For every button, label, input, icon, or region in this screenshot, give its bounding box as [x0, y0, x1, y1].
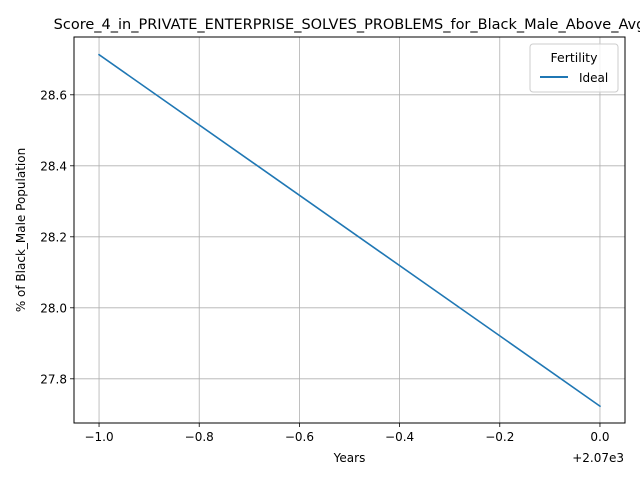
- x-tick-label: −1.0: [84, 430, 113, 444]
- series-line-ideal: [97, 53, 602, 408]
- legend-label-ideal: Ideal: [579, 71, 608, 85]
- y-tick-label: 28.6: [40, 88, 67, 102]
- legend-box: [529, 43, 619, 93]
- x-axis-label: Years: [333, 451, 366, 465]
- x-tick-label: −0.8: [185, 430, 214, 444]
- x-tick-label: −0.2: [485, 430, 514, 444]
- series-lines: [97, 53, 602, 408]
- chart-title: Score_4_in_PRIVATE_ENTERPRISE_SOLVES_PRO…: [54, 17, 640, 33]
- x-tick-label: 0.0: [590, 430, 609, 444]
- y-tick-label: 28.2: [40, 230, 67, 244]
- y-axis-label: % of Black_Male Population: [14, 148, 28, 312]
- y-tick-label: 28.0: [40, 301, 67, 315]
- axis-ticks: −1.0 −0.8 −0.6 −0.4 −0.2 0.0 27.8 28.0 28.2 28.4 2…: [40, 88, 609, 444]
- legend-title: Fertility: [551, 50, 599, 65]
- legend: Fertility Ideal: [529, 43, 619, 93]
- y-tick-label: 28.4: [40, 159, 67, 173]
- plot-area-frame: [73, 36, 626, 424]
- y-tick-label: 27.8: [40, 372, 67, 386]
- x-tick-label: −0.6: [285, 430, 314, 444]
- x-tick-label: −0.4: [385, 430, 414, 444]
- x-axis-offset-label: +2.07e3: [572, 451, 624, 465]
- grid-lines: [74, 37, 625, 423]
